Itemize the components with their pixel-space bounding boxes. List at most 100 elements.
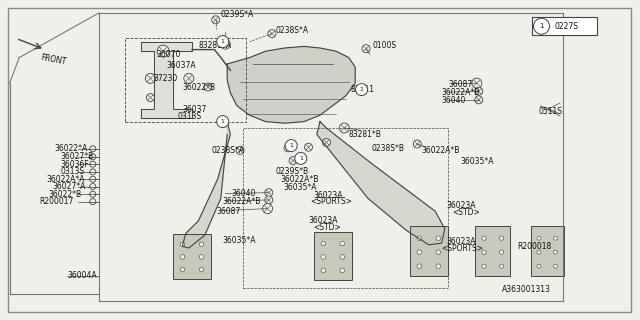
Circle shape — [265, 196, 273, 204]
Circle shape — [537, 264, 541, 268]
Circle shape — [285, 140, 297, 152]
Text: 36022*A: 36022*A — [54, 144, 88, 153]
Bar — [476, 226, 510, 276]
Circle shape — [339, 123, 349, 133]
Circle shape — [184, 73, 194, 84]
Text: 36037A: 36037A — [166, 61, 196, 70]
Circle shape — [220, 39, 230, 49]
Circle shape — [321, 241, 326, 246]
Circle shape — [212, 16, 220, 24]
Text: 1: 1 — [221, 119, 225, 124]
Circle shape — [340, 241, 344, 246]
Text: 36040: 36040 — [232, 189, 256, 198]
Circle shape — [436, 250, 440, 254]
Circle shape — [436, 236, 440, 241]
Circle shape — [217, 116, 228, 128]
Circle shape — [475, 96, 483, 104]
Text: 36022*B: 36022*B — [48, 190, 81, 199]
Text: 83281*A: 83281*A — [198, 41, 232, 50]
Circle shape — [90, 154, 96, 160]
Text: 83311: 83311 — [351, 85, 375, 94]
Text: <SPORTS>: <SPORTS> — [442, 244, 484, 253]
Circle shape — [475, 87, 483, 95]
Circle shape — [482, 264, 486, 268]
Circle shape — [305, 143, 312, 151]
Circle shape — [554, 236, 557, 240]
Circle shape — [180, 255, 185, 259]
Polygon shape — [317, 122, 445, 245]
Circle shape — [323, 138, 330, 146]
Circle shape — [204, 83, 212, 91]
Text: 36040: 36040 — [442, 96, 466, 105]
Circle shape — [199, 267, 204, 272]
Text: 1: 1 — [289, 143, 293, 148]
Text: 0239S*A: 0239S*A — [221, 10, 254, 19]
Text: 36022A*A: 36022A*A — [46, 175, 84, 184]
Circle shape — [413, 140, 421, 148]
Text: 0238S*A: 0238S*A — [275, 26, 308, 35]
Text: 36022*B: 36022*B — [182, 83, 216, 92]
Circle shape — [284, 144, 292, 152]
Text: 36004A: 36004A — [67, 271, 97, 280]
Bar — [173, 234, 211, 278]
Text: 0511S: 0511S — [539, 108, 563, 116]
Text: 36027*B: 36027*B — [61, 152, 94, 161]
Text: 36023A: 36023A — [447, 237, 476, 246]
Text: 1: 1 — [360, 87, 364, 92]
Text: 36087: 36087 — [216, 207, 241, 216]
Bar — [314, 232, 352, 280]
Text: 0239S*B: 0239S*B — [275, 167, 308, 176]
Text: 36023A: 36023A — [447, 201, 476, 210]
Circle shape — [199, 242, 204, 247]
Polygon shape — [227, 46, 355, 123]
Bar — [531, 226, 564, 276]
Circle shape — [295, 152, 307, 164]
Polygon shape — [141, 42, 192, 118]
Circle shape — [199, 255, 204, 259]
Text: R200018: R200018 — [517, 242, 552, 251]
Circle shape — [417, 236, 422, 241]
Text: R200017: R200017 — [40, 197, 74, 206]
Circle shape — [356, 84, 367, 96]
Circle shape — [534, 18, 550, 34]
Text: 36022A*B: 36022A*B — [442, 88, 480, 97]
Circle shape — [147, 93, 154, 102]
Text: 83281*B: 83281*B — [349, 130, 381, 139]
Text: A363001313: A363001313 — [502, 285, 551, 294]
Circle shape — [340, 268, 344, 273]
Circle shape — [289, 156, 297, 164]
Text: 1: 1 — [540, 23, 544, 29]
Circle shape — [554, 250, 557, 254]
Bar — [532, 17, 598, 35]
Text: 36022A*B: 36022A*B — [421, 146, 460, 155]
Text: 36023A: 36023A — [314, 191, 343, 200]
Circle shape — [90, 146, 96, 152]
Circle shape — [265, 188, 273, 196]
Polygon shape — [182, 122, 230, 248]
Circle shape — [262, 204, 273, 214]
Circle shape — [321, 268, 326, 273]
Circle shape — [537, 236, 541, 240]
Bar — [410, 226, 448, 276]
Text: 37230: 37230 — [154, 74, 178, 83]
Text: 36035*A: 36035*A — [223, 236, 256, 245]
Circle shape — [90, 161, 96, 167]
Circle shape — [90, 191, 96, 197]
Circle shape — [499, 236, 504, 240]
Circle shape — [417, 264, 422, 268]
Text: 1: 1 — [299, 156, 303, 161]
Text: 36036F: 36036F — [61, 160, 90, 169]
Circle shape — [180, 242, 185, 247]
Text: 36035*A: 36035*A — [284, 183, 317, 192]
Text: 36070: 36070 — [157, 50, 181, 59]
Circle shape — [90, 184, 96, 189]
Text: 0100S: 0100S — [372, 41, 397, 50]
Circle shape — [554, 264, 557, 268]
Text: <STD>: <STD> — [314, 223, 341, 232]
Text: 36035*A: 36035*A — [461, 157, 494, 166]
Text: 0227S: 0227S — [554, 22, 579, 31]
Text: 36023A: 36023A — [308, 216, 338, 225]
Text: <STD>: <STD> — [452, 208, 479, 217]
Circle shape — [537, 250, 541, 254]
Circle shape — [472, 78, 482, 88]
